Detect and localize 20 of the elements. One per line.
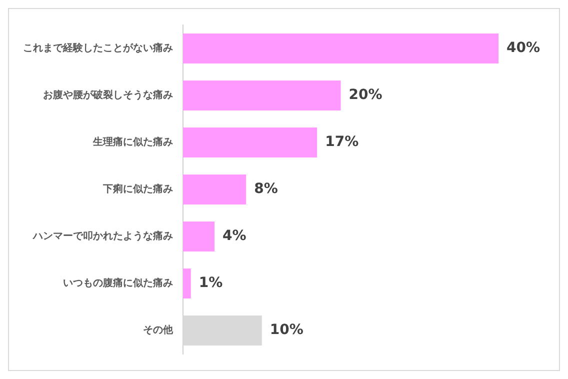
data-label: 8%: [254, 181, 278, 198]
data-label: 10%: [270, 322, 304, 338]
y-tick-label: ハンマーで叩かれたような痛み: [32, 230, 173, 242]
data-label: 40%: [506, 40, 540, 56]
bar: [183, 222, 215, 252]
y-tick-label: 下痢に似た痛み: [102, 183, 173, 196]
data-label: 4%: [222, 228, 246, 244]
data-label: 1%: [198, 275, 223, 292]
bar: [183, 128, 318, 158]
data-label: 17%: [325, 134, 359, 150]
y-tick-label: お腹や腰が破裂しそうな痛み: [43, 89, 173, 102]
y-tick-label: いつもの腹痛に似た痛み: [63, 277, 173, 290]
bar: [183, 174, 246, 204]
data-label: 20%: [348, 87, 382, 104]
bar: [183, 34, 499, 64]
y-tick-label: その他: [143, 324, 174, 336]
y-tick-label: 生理痛に似た痛み: [92, 136, 173, 148]
bar: [183, 80, 341, 110]
bar: [183, 268, 191, 298]
y-tick-label: これまで経験したことがない痛み: [23, 42, 173, 54]
